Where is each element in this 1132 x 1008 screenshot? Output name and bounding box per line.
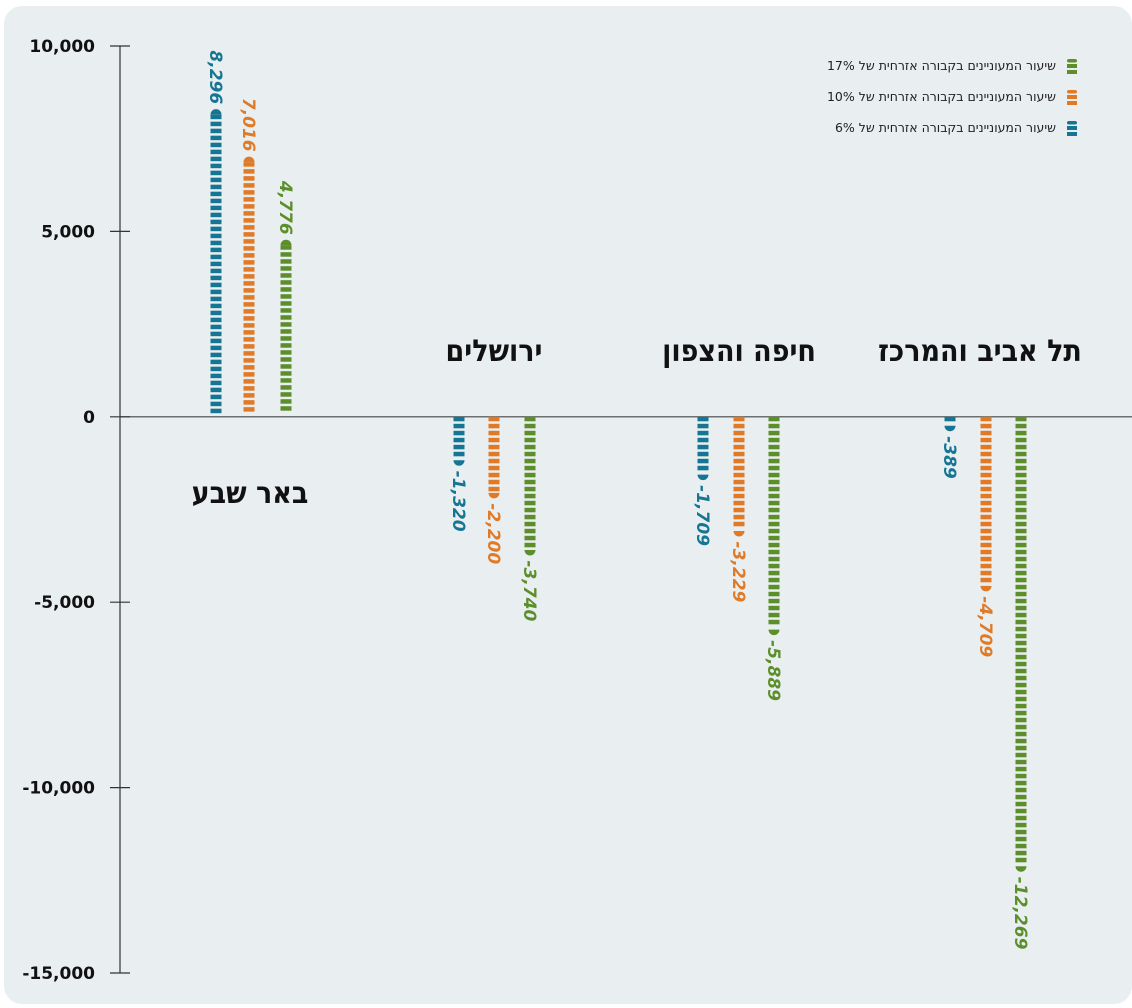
bar bbox=[944, 416, 956, 432]
category-label: ירושלים bbox=[446, 334, 543, 369]
value-label: -12,269 bbox=[1010, 877, 1030, 950]
value-label: -389 bbox=[939, 436, 959, 479]
y-tick-label: -10,000 bbox=[22, 779, 95, 799]
y-tick-label: 5,000 bbox=[41, 222, 95, 242]
legend-label: שיעור המעוניינים בקבורה אזרחית של 6% bbox=[835, 120, 1056, 135]
category-label: חיפה והצפון bbox=[662, 334, 816, 369]
category-label: באר שבע bbox=[192, 476, 309, 511]
y-tick-label: 10,000 bbox=[29, 37, 95, 57]
value-label: -1,709 bbox=[692, 485, 712, 546]
bar bbox=[768, 416, 780, 636]
value-label: 4,776 bbox=[275, 180, 295, 235]
chart: 10,000 5,000 0 -5,000 -10,000 -15,000 8,296 -1,… bbox=[22, 37, 1132, 984]
chart-card: 10,000 5,000 0 -5,000 -10,000 -15,000 8,296 -1,… bbox=[4, 6, 1132, 1004]
y-tick-label: 0 bbox=[83, 408, 95, 428]
y-tick-label: -5,000 bbox=[34, 593, 95, 613]
bar bbox=[280, 239, 292, 411]
bar bbox=[488, 416, 500, 499]
bar bbox=[453, 416, 465, 466]
value-label: -5,889 bbox=[763, 640, 783, 701]
bar bbox=[1015, 416, 1027, 872]
bar bbox=[210, 109, 222, 414]
value-label: -3,740 bbox=[519, 560, 539, 621]
bar bbox=[243, 156, 255, 412]
value-label: 7,016 bbox=[238, 98, 258, 152]
legend-swatch bbox=[1067, 90, 1077, 105]
legend-swatch bbox=[1067, 59, 1077, 74]
legend-label: שיעור המעוניינים בקבורה אזרחית של 10% bbox=[827, 89, 1056, 104]
bar bbox=[733, 416, 745, 537]
bar bbox=[697, 416, 709, 481]
value-label: -1,320 bbox=[448, 471, 468, 532]
category-label: תל אביב והמרכז bbox=[878, 334, 1082, 369]
legend-label: שיעור המעוניינים בקבורה אזרחית של 17% bbox=[827, 58, 1056, 73]
legend-swatch bbox=[1067, 121, 1077, 136]
value-label: 8,296 bbox=[205, 50, 225, 104]
bar bbox=[980, 416, 992, 592]
value-label: -4,709 bbox=[975, 596, 995, 657]
bar bbox=[524, 416, 536, 556]
value-label: -3,229 bbox=[728, 542, 748, 603]
value-label: -2,200 bbox=[483, 503, 503, 564]
y-tick-label: -15,000 bbox=[22, 964, 95, 984]
